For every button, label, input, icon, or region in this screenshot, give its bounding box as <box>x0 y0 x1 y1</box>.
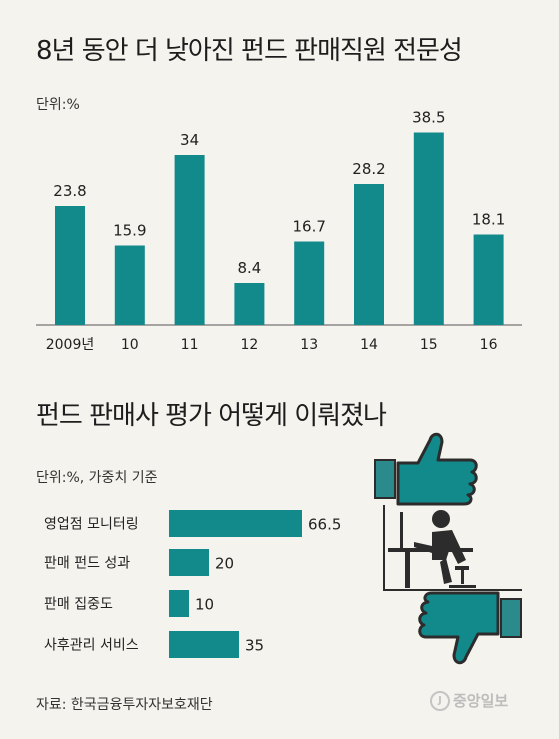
chart1-value-label: 23.8 <box>53 182 86 200</box>
chart1-bar <box>55 206 85 325</box>
chart1-bar <box>114 245 145 325</box>
chart1-tick-label: 14 <box>360 337 378 353</box>
thumbs-up-icon <box>374 432 478 506</box>
chart2-value-label: 20 <box>215 555 234 573</box>
chart1-value-label: 15.9 <box>113 222 146 240</box>
logo-mark-icon: J <box>430 690 450 711</box>
source-note: 자료: 한국금융투자자보호재단 <box>36 697 213 713</box>
chart1-tick-label: 15 <box>420 337 438 353</box>
chart1-unit: 단위:% <box>36 97 80 113</box>
chart1-bar <box>294 241 325 325</box>
chart1-tick-label: 2009년 <box>46 337 95 353</box>
logo-text: 중앙일보 <box>453 692 509 710</box>
chart2-bar <box>169 510 302 537</box>
chart2-category-label: 사후관리 서비스 <box>44 638 139 654</box>
chart1-bar <box>354 184 384 325</box>
chart1-value-label: 38.5 <box>412 109 445 127</box>
chart1-value-label: 16.7 <box>292 218 325 236</box>
chart1-tick-label: 11 <box>181 337 199 353</box>
chart1-value-label: 8.4 <box>237 259 261 277</box>
chart1-bar <box>234 283 265 325</box>
chart1-bar <box>174 155 205 325</box>
chart2-category-label: 판매 펀드 성과 <box>44 556 130 572</box>
publisher-logo: J 중앙일보 <box>430 690 508 711</box>
chart1-tick-label: 16 <box>480 337 498 353</box>
chart1-tick-label: 12 <box>240 337 258 353</box>
chart2-bar <box>169 549 209 576</box>
chart1-value-label: 34 <box>180 131 199 149</box>
chart1-tick-label: 13 <box>300 337 318 353</box>
chart1-bar <box>413 132 444 325</box>
chart2-value-label: 66.5 <box>308 516 341 534</box>
chart1-title: 8년 동안 더 낮아진 펀드 판매직원 전문성 <box>36 36 463 66</box>
chart1-value-label: 18.1 <box>472 211 505 229</box>
chart2-category-label: 판매 집중도 <box>44 597 113 613</box>
chart2-title: 펀드 판매사 평가 어떻게 이뤄졌나 <box>36 401 387 431</box>
thumbs-down-icon <box>418 591 522 665</box>
chart2-unit: 단위:%, 가중치 기준 <box>36 470 158 486</box>
chart2-bar <box>169 590 189 617</box>
chart2-bar <box>169 631 239 658</box>
person-at-computer-icon <box>383 505 522 591</box>
chart1-bar <box>473 234 504 325</box>
chart2-category-label: 영업점 모니터링 <box>44 517 139 533</box>
chart2-value-label: 35 <box>245 637 264 655</box>
chart2-value-label: 10 <box>195 596 214 614</box>
chart1-tick-label: 10 <box>121 337 139 353</box>
chart1-value-label: 28.2 <box>352 160 385 178</box>
